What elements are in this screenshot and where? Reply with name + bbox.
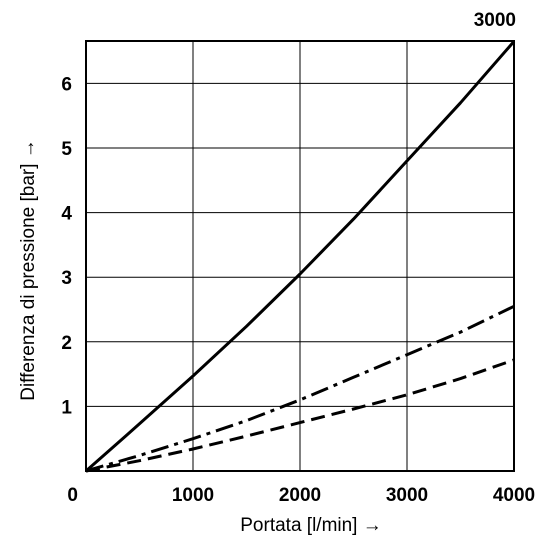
series-label-3000: 3000: [474, 10, 516, 31]
series-line-3000: [85, 40, 516, 473]
series-line-dashed: [85, 358, 515, 473]
x-tick-label: 3000: [386, 485, 428, 506]
y-tick-label: 3: [61, 268, 72, 289]
y-tick-labels: 1 2 3 4 5 6: [61, 74, 72, 418]
y-tick-label: 5: [61, 139, 72, 160]
y-tick-label: 2: [61, 333, 72, 354]
grid: [86, 41, 514, 471]
plot-frame: [85, 40, 515, 472]
x-tick-label: 1000: [172, 485, 214, 506]
series-lines: [85, 40, 516, 473]
y-axis-label: Differenza di pressione [bar] →: [18, 139, 39, 401]
x-tick-label: 2000: [279, 485, 321, 506]
y-tick-label: 1: [61, 397, 72, 418]
x-axis-label: Portata [l/min] →: [240, 515, 382, 536]
series-line-dash-dot: [85, 304, 515, 473]
y-tick-label: 6: [61, 74, 72, 95]
x-tick-label: 0: [67, 485, 78, 506]
x-tick-labels: 0 1000 2000 3000 4000: [67, 485, 535, 506]
x-tick-label: 4000: [493, 485, 535, 506]
y-tick-label: 4: [61, 204, 72, 225]
